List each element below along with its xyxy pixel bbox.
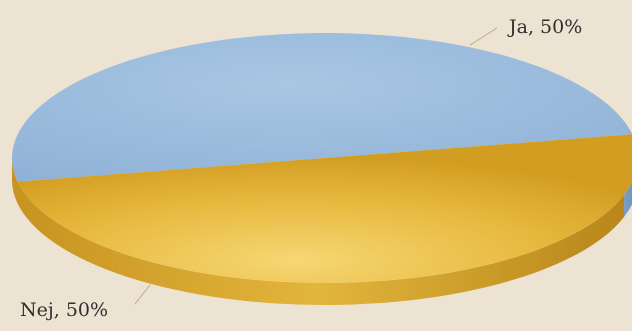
pie-slice-ja xyxy=(12,33,632,182)
leader-line-nej xyxy=(134,284,151,305)
data-label-nej: Nej, 50% xyxy=(20,299,108,321)
pie-slice-side-nej xyxy=(12,158,625,305)
leader-line-ja xyxy=(469,27,498,46)
pie-slice-nej xyxy=(17,134,632,283)
data-label-ja: Ja, 50% xyxy=(507,16,582,38)
pie-slice-side-ja xyxy=(624,182,632,217)
